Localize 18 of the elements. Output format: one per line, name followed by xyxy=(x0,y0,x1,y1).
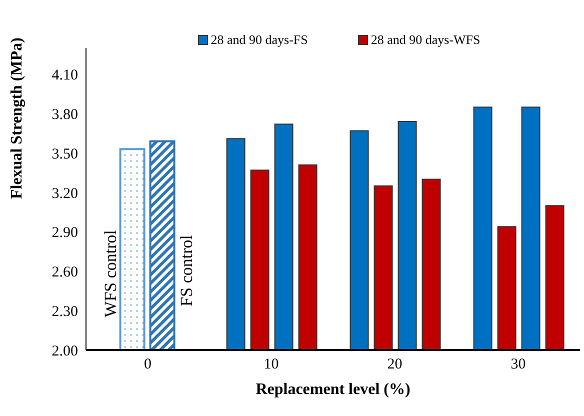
x-tick-label: 10 xyxy=(264,356,279,373)
y-tick-label: 3.50 xyxy=(52,146,78,162)
y-tick-label: 2.90 xyxy=(52,225,78,242)
y-tick-label: 3.20 xyxy=(52,186,78,202)
y-tick-label: 2.30 xyxy=(52,304,78,320)
x-tick-label: 30 xyxy=(510,356,526,373)
text: WFS control xyxy=(100,230,120,318)
y-tick-label: 2.00 xyxy=(52,343,78,360)
y-tick-label: 3.80 xyxy=(52,106,78,123)
x-axis-title: Replacement level (%) xyxy=(256,381,410,398)
x-tick-label: 20 xyxy=(387,356,402,373)
legend-label: 28 and 90 days-FS xyxy=(210,32,308,48)
legend-label: 28 and 90 days-WFS xyxy=(370,32,480,48)
text: FS control xyxy=(176,234,196,306)
y-tick-label: 2.60 xyxy=(52,264,78,281)
y-tick-label: 4.10 xyxy=(52,68,78,84)
x-tick-label: 0 xyxy=(144,356,152,373)
y-axis-title: Flexual Strength (MPa) xyxy=(8,38,26,199)
